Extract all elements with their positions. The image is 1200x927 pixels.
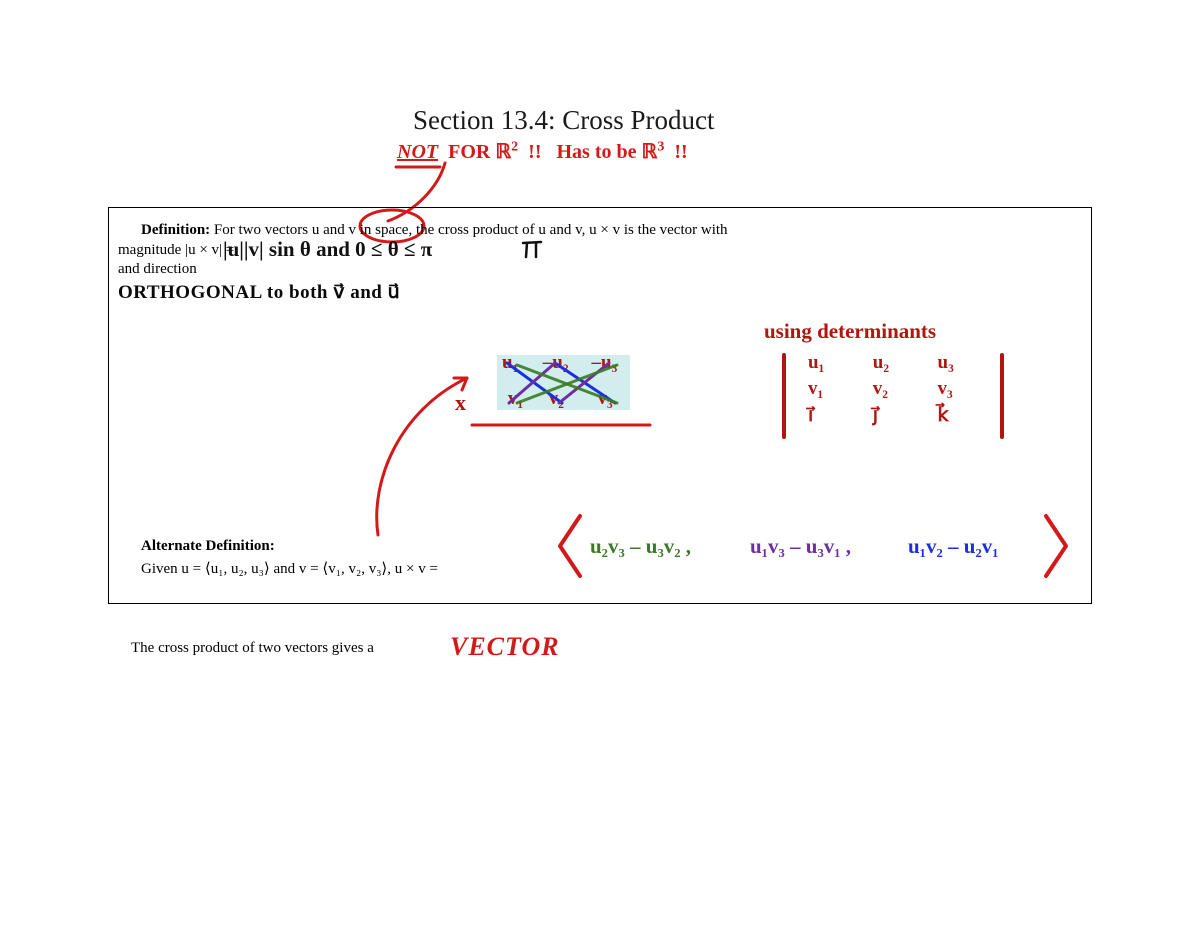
det-r3c2: j⃗	[873, 404, 933, 427]
sarrus-underline	[472, 422, 652, 430]
det-r1c2: u₂	[873, 352, 933, 374]
alt-def-text: Given u = ⟨u₁, u₂, u₃⟩ and v = ⟨v₁, v₂, …	[141, 561, 438, 577]
definition-text: For two vectors u and v in space, the cr…	[214, 222, 728, 238]
angle-bracket-right	[1042, 512, 1072, 582]
alt-arrow	[372, 370, 492, 540]
definition-label: Definition:	[141, 222, 210, 238]
component-1: u₂v₃ – u₃v₂ ,	[590, 534, 691, 559]
angle-bracket-left	[556, 512, 586, 582]
using-determinants-label: using determinants	[764, 319, 936, 344]
warn-exp1: 2	[511, 139, 518, 154]
det-r1c3: u₃	[938, 352, 954, 373]
warn-for: FOR ℝ	[448, 141, 511, 163]
alt-def-label: Alternate Definition:	[141, 538, 275, 554]
warning-note: NOT FOR ℝ2 !! Has to be ℝ3 !!	[397, 139, 688, 164]
vector-answer: VECTOR	[450, 632, 560, 662]
sarrus-crosses	[497, 355, 642, 415]
magnitude-handwritten: |u||v| sin θ and 0 ≤ θ ≤ π	[223, 237, 432, 262]
det-row3: i⃗ j⃗ k⃗	[808, 404, 949, 427]
det-r2c1: v₁	[808, 378, 868, 400]
warn-bang1: !!	[528, 141, 541, 163]
warn-exp2: 3	[657, 139, 664, 154]
det-row1: u₁ u₂ u₃	[808, 352, 954, 374]
det-r1c1: u₁	[808, 352, 868, 374]
gives-line: The cross product of two vectors gives a	[131, 637, 374, 660]
det-r2c3: v₃	[938, 378, 953, 399]
component-3: u₁v₂ – u₂v₁	[908, 534, 999, 559]
det-r3c1: i⃗	[808, 404, 868, 427]
component-2: u₁v₃ – u₃v₁ ,	[750, 534, 851, 559]
definition-direction: and direction	[118, 258, 197, 281]
det-r3c3: k⃗	[938, 405, 949, 426]
warn-not: NOT	[397, 141, 438, 163]
page-title: Section 13.4: Cross Product	[413, 105, 715, 136]
pi-overstrike	[521, 239, 543, 261]
orthogonal-note: ORTHOGONAL to both v⃗ and u⃗	[118, 281, 400, 304]
warn-bang2: !!	[674, 141, 687, 163]
alternate-definition: Alternate Definition: Given u = ⟨u₁, u₂,…	[141, 535, 438, 580]
det-row2: v₁ v₂ v₃	[808, 378, 953, 400]
det-r2c2: v₂	[873, 378, 933, 400]
warn-has: Has to be ℝ	[557, 141, 658, 163]
